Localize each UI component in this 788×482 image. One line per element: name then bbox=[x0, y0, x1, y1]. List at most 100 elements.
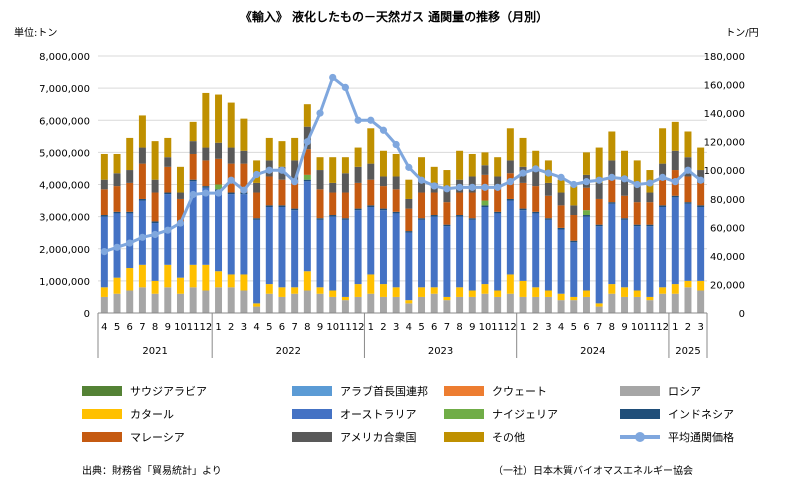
x-tick-label: 5 bbox=[114, 322, 120, 333]
bar-segment bbox=[418, 219, 426, 288]
bar-segment bbox=[684, 202, 692, 204]
bar-segment bbox=[456, 296, 464, 313]
bar-segment bbox=[621, 296, 629, 313]
bar-segment bbox=[582, 216, 590, 291]
bar-segment bbox=[354, 166, 362, 183]
bar-segment bbox=[164, 137, 172, 158]
bar-segment bbox=[532, 287, 540, 297]
legend-item: その他 bbox=[444, 429, 525, 445]
bar-segment bbox=[316, 218, 324, 220]
bar-segment bbox=[506, 200, 514, 275]
bar-segment bbox=[316, 189, 324, 219]
bar-segment bbox=[113, 211, 121, 214]
price-point bbox=[214, 189, 223, 197]
price-point bbox=[329, 73, 337, 82]
bar-segment bbox=[151, 179, 159, 193]
x-tick-label: 12 bbox=[199, 322, 212, 333]
bar-segment bbox=[684, 280, 692, 288]
bar-segment bbox=[113, 186, 121, 212]
price-point bbox=[633, 180, 641, 189]
bar-segment bbox=[418, 157, 426, 180]
bar-segment bbox=[138, 147, 146, 164]
bar-segment bbox=[608, 160, 616, 177]
bar-segment bbox=[697, 206, 705, 281]
y-axis-label-left: 単位:トン bbox=[14, 26, 57, 39]
bar-segment bbox=[557, 227, 565, 230]
bar-segment bbox=[659, 128, 667, 164]
bar-segment bbox=[240, 150, 248, 164]
x-tick-label: 10 bbox=[174, 322, 187, 333]
bar-segment bbox=[595, 226, 603, 304]
bar-segment bbox=[494, 290, 502, 297]
y2-tick-label: 100,000 bbox=[704, 166, 745, 177]
bar-segment bbox=[291, 137, 299, 161]
bar-segment bbox=[303, 126, 311, 150]
bar-segment bbox=[329, 296, 337, 313]
price-point bbox=[126, 239, 134, 247]
bar-segment bbox=[303, 181, 311, 272]
x-tick-label: 8 bbox=[456, 322, 462, 333]
x-tick-label: 6 bbox=[279, 322, 285, 333]
bar-segment bbox=[189, 264, 197, 288]
price-point bbox=[430, 182, 438, 190]
bar-segment bbox=[659, 293, 667, 313]
bar-segment bbox=[684, 131, 692, 158]
bar-segment bbox=[671, 284, 679, 294]
bar-segment bbox=[405, 179, 413, 199]
bar-segment bbox=[544, 219, 552, 291]
price-point bbox=[240, 186, 248, 194]
bar-segment bbox=[557, 229, 565, 294]
bar-segment bbox=[278, 205, 286, 207]
bar-segment bbox=[443, 296, 451, 301]
x-tick-label: 6 bbox=[127, 322, 133, 333]
bar-segment bbox=[430, 192, 438, 216]
y2-tick-label: 0 bbox=[739, 309, 745, 320]
chart-title: 《輸入》 液化したもの－天然ガス 通関量の推移（月別） bbox=[240, 9, 548, 24]
price-point bbox=[303, 138, 311, 146]
bar-segment bbox=[164, 192, 172, 195]
y-tick-label: 2,000,000 bbox=[39, 245, 90, 256]
bar-segment bbox=[316, 219, 324, 288]
price-point bbox=[291, 178, 299, 186]
bar-segment bbox=[278, 179, 286, 206]
bar-segment bbox=[443, 189, 451, 203]
x-tick-label: 4 bbox=[101, 322, 107, 333]
price-point bbox=[671, 178, 679, 186]
x-tick-label: 1 bbox=[672, 322, 678, 333]
bar-segment bbox=[151, 221, 159, 224]
x-tick-label: 12 bbox=[504, 322, 517, 333]
bar-segment bbox=[633, 160, 641, 187]
bar-segment bbox=[697, 147, 705, 171]
bar-segment bbox=[430, 287, 438, 294]
bar-segment bbox=[202, 92, 210, 148]
bar-segment bbox=[582, 210, 590, 216]
bar-segment bbox=[354, 296, 362, 313]
bar-segment bbox=[646, 202, 654, 225]
bar-segment bbox=[176, 277, 184, 294]
price-point bbox=[252, 170, 261, 179]
bar-segment bbox=[379, 150, 387, 177]
price-point bbox=[684, 166, 692, 174]
bar-segment bbox=[608, 284, 616, 294]
price-point bbox=[405, 163, 413, 171]
bar-segment bbox=[633, 296, 641, 313]
price-point bbox=[582, 178, 591, 186]
bar-segment bbox=[646, 226, 654, 297]
bar-segment bbox=[468, 296, 476, 313]
bar-segment bbox=[151, 280, 159, 294]
y-tick-label: 7,000,000 bbox=[39, 84, 90, 95]
bar-segment bbox=[671, 197, 679, 285]
x-tick-label: 5 bbox=[571, 322, 577, 333]
bar-segment bbox=[265, 284, 273, 294]
price-point bbox=[354, 116, 362, 124]
bar-segment bbox=[633, 186, 641, 203]
bar-segment bbox=[379, 210, 387, 285]
bar-segment bbox=[392, 287, 400, 297]
bar-segment bbox=[494, 186, 502, 212]
bar-segment bbox=[405, 198, 413, 209]
price-point bbox=[113, 243, 121, 251]
price-point bbox=[202, 189, 210, 197]
bar-segment bbox=[176, 198, 184, 222]
bar-segment bbox=[621, 219, 629, 288]
bar-segment bbox=[189, 141, 197, 154]
